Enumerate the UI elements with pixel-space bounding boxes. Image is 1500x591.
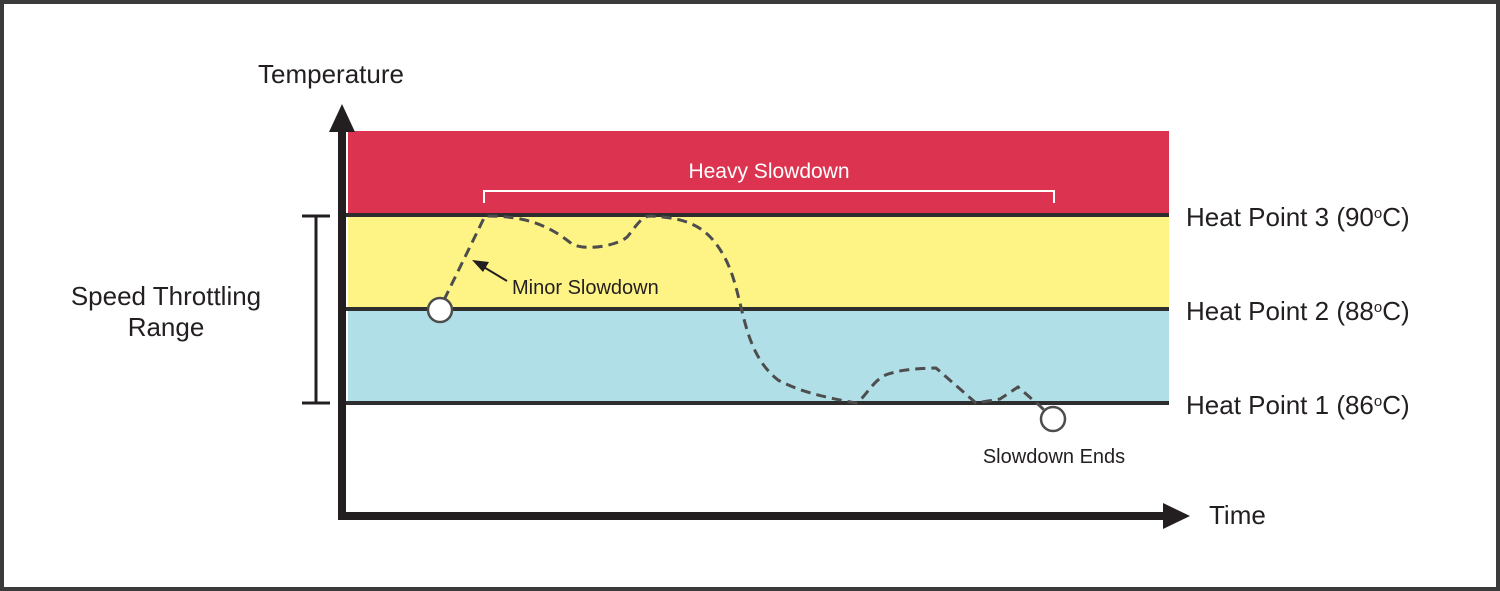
x-axis-label: Time (1209, 500, 1266, 530)
temperature-curve (442, 214, 1054, 420)
minor-slowdown-arrow (472, 260, 508, 282)
heat-point-2-label: Heat Point 2 (88oC) (1186, 296, 1410, 326)
heavy-slowdown-label: Heavy Slowdown (688, 160, 849, 183)
heat-point-1-label: Heat Point 1 (86oC) (1186, 390, 1410, 420)
heat-point-3-label: Heat Point 3 (90oC) (1186, 202, 1410, 232)
range-label-line-2: Range (128, 312, 205, 342)
axes (329, 104, 1190, 529)
x-axis-arrowhead (1163, 503, 1190, 529)
throttling-range-bracket (302, 214, 330, 405)
heavy-slowdown-bracket (483, 190, 1055, 203)
range-label-line-1: Speed Throttling (71, 281, 261, 311)
start-point-marker (426, 296, 454, 324)
minor-slowdown-label: Minor Slowdown (512, 277, 659, 299)
yellow-zone (348, 215, 1169, 309)
y-axis-label: Temperature (258, 59, 404, 89)
slowdown-ends-marker (1039, 405, 1067, 433)
y-axis-arrowhead (329, 104, 355, 132)
slowdown-ends-label: Slowdown Ends (983, 446, 1125, 468)
